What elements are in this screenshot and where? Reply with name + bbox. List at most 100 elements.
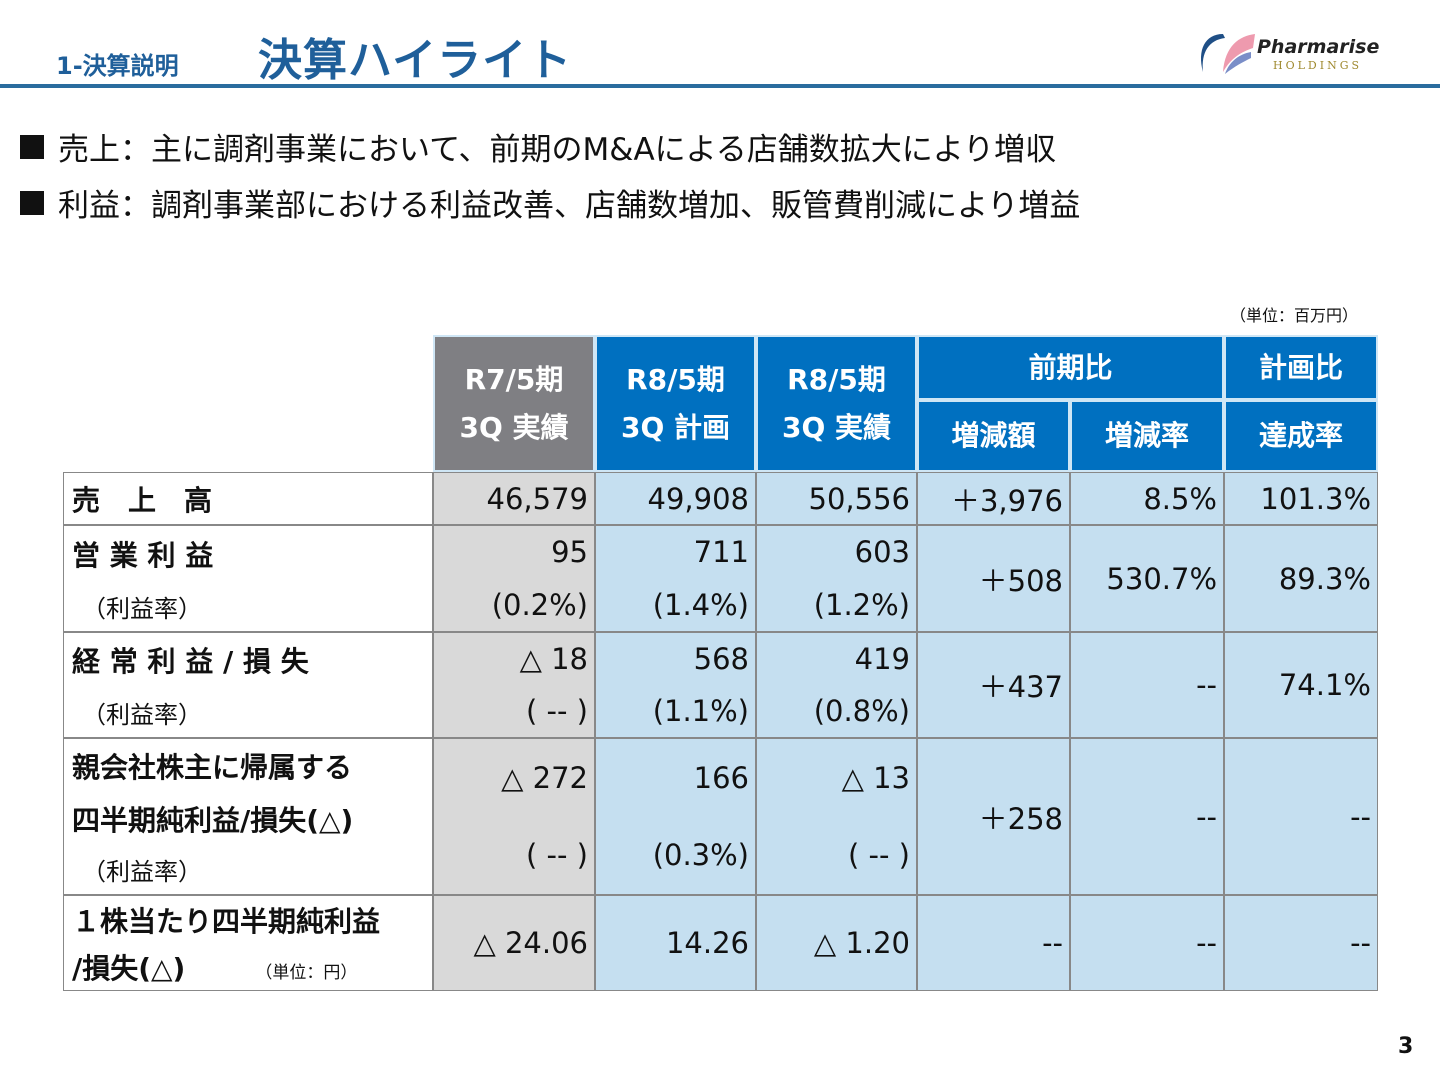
value-c2: 568 (1.1%)	[595, 632, 756, 738]
row-label: 経 常 利 益 / 損 失 （利益率）	[63, 632, 433, 738]
cell-text: (1.4%)	[652, 587, 749, 622]
value-amt: --	[917, 895, 1070, 991]
logo-brand: Pharmarise	[1257, 36, 1380, 58]
header-yoy: 前期比	[917, 335, 1224, 400]
value-c2: 14.26	[595, 895, 756, 991]
cell-text: --	[1196, 926, 1217, 960]
value-c3: 419 (0.8%)	[756, 632, 917, 738]
value-c2: 49,908	[595, 472, 756, 525]
cell-text: (0.2%)	[491, 587, 588, 622]
page-title: 決算ハイライト	[258, 35, 573, 86]
cell-text: ( -- )	[526, 694, 588, 728]
value-c2: 711 (1.4%)	[595, 525, 756, 632]
row-label: １株当たり四半期純利益/損失(△) （単位：円）	[63, 895, 433, 991]
cell-text: 74.1%	[1278, 668, 1371, 702]
value-ach: 74.1%	[1224, 632, 1378, 738]
header-c2: R8/5期 3Q 計画	[595, 335, 756, 472]
value-ach: --	[1224, 895, 1378, 991]
value-ach: 89.3%	[1224, 525, 1378, 632]
cell-text: 95	[551, 535, 588, 570]
cell-text: R7/5期	[464, 362, 564, 396]
cell-text: 売 上 高	[72, 483, 213, 517]
page-number: 3	[1398, 1034, 1414, 1059]
cell-text: （利益率）	[82, 858, 202, 887]
cell-text: 営 業 利 益	[72, 538, 214, 572]
value-rate: --	[1070, 895, 1224, 991]
cell-text: --	[1196, 799, 1217, 834]
value-c3: 603 (1.2%)	[756, 525, 917, 632]
value-amt: ＋508	[917, 525, 1070, 632]
section-label: 1-決算説明	[56, 52, 179, 80]
company-logo: Pharmarise HOLDINGS	[1195, 28, 1395, 76]
cell-text: 166	[693, 760, 749, 795]
cell-text: 14.26	[665, 926, 749, 960]
cell-text: （利益率）	[82, 700, 202, 729]
bullet-profit: 利益：調剤事業部における利益改善、店舗数増加、販管費削減により増益	[20, 180, 1080, 225]
cell-text: 711	[693, 535, 749, 570]
value-amt: ＋437	[917, 632, 1070, 738]
cell-text: (0.8%)	[813, 694, 910, 728]
cell-text: 四半期純利益/損失(△)	[72, 803, 354, 837]
logo-sub: HOLDINGS	[1273, 59, 1363, 72]
cell-text: △ 272	[501, 760, 588, 795]
cell-text: 3Q 実績	[781, 410, 892, 444]
header-plan-rate: 達成率	[1224, 400, 1378, 472]
bullet-sales: 売上：主に調剤事業において、前期のM&Aによる店舗数拡大により増収	[20, 124, 1056, 169]
cell-text: 達成率	[1258, 419, 1343, 452]
cell-text: 増減額	[951, 419, 1036, 452]
cell-text: △ 18	[519, 642, 588, 676]
header-yoy-rate: 増減率	[1070, 400, 1224, 472]
unit-note: （単位：円）	[255, 962, 358, 983]
cell-text: 経 常 利 益 / 損 失	[72, 645, 309, 679]
cell-text: 親会社株主に帰属する	[72, 750, 353, 784]
row-label: 親会社株主に帰属する 四半期純利益/損失(△) （利益率）	[63, 738, 433, 895]
cell-text: 530.7%	[1106, 561, 1217, 596]
header-c3: R8/5期 3Q 実績	[756, 335, 917, 472]
value-c1: 46,579	[433, 472, 595, 525]
value-rate: 8.5%	[1070, 472, 1224, 525]
bullet-text: 利益：調剤事業部における利益改善、店舗数増加、販管費削減により増益	[58, 188, 1081, 224]
cell-text: △ 24.06	[473, 926, 588, 960]
value-c2: 166 (0.3%)	[595, 738, 756, 895]
value-c1: 95 (0.2%)	[433, 525, 595, 632]
header-yoy-amount: 増減額	[917, 400, 1070, 472]
cell-text: ＋3,976	[950, 483, 1063, 518]
square-bullet-icon	[20, 134, 44, 159]
cell-text: 89.3%	[1278, 561, 1371, 596]
unit-note: （単位：百万円）	[1230, 306, 1359, 325]
cell-text: ＋437	[978, 670, 1063, 704]
cell-text: ( -- )	[526, 838, 588, 873]
cell-text: 568	[693, 642, 749, 676]
cell-text: 603	[854, 535, 910, 570]
value-c3: △ 1.20	[756, 895, 917, 991]
cell-text: ( -- )	[848, 838, 910, 873]
value-amt: ＋258	[917, 738, 1070, 895]
cell-text: 8.5%	[1143, 481, 1217, 516]
cell-text: ＋258	[978, 801, 1063, 836]
cell-text: 46,579	[486, 481, 588, 516]
value-ach: 101.3%	[1224, 472, 1378, 525]
cell-text: 前期比	[1028, 350, 1113, 384]
cell-text: 50,556	[808, 481, 910, 516]
row-label: 売 上 高	[63, 472, 433, 525]
cell-text: 49,908	[647, 481, 749, 516]
cell-text: △ 13	[841, 760, 910, 795]
cell-text: (0.3%)	[652, 838, 749, 873]
cell-text: （利益率）	[82, 594, 202, 623]
cell-text: (1.2%)	[813, 587, 910, 622]
cell-text: △ 1.20	[813, 926, 910, 960]
value-rate: --	[1070, 738, 1224, 895]
bullet-text: 売上：主に調剤事業において、前期のM&Aによる店舗数拡大により増収	[58, 132, 1057, 168]
cell-text: (1.1%)	[652, 694, 749, 728]
value-rate: --	[1070, 632, 1224, 738]
cell-text: R8/5期	[787, 362, 886, 396]
row-label: 営 業 利 益 （利益率）	[63, 525, 433, 632]
logo-mark-icon	[1201, 34, 1255, 74]
value-c3: △ 13 ( -- )	[756, 738, 917, 895]
cell-text: --	[1350, 926, 1371, 960]
cell-text: 3Q 実績	[459, 410, 569, 444]
header-divider	[0, 84, 1440, 88]
header-plan: 計画比	[1224, 335, 1378, 400]
cell-text: --	[1350, 799, 1371, 834]
cell-text: 増減率	[1104, 419, 1189, 452]
